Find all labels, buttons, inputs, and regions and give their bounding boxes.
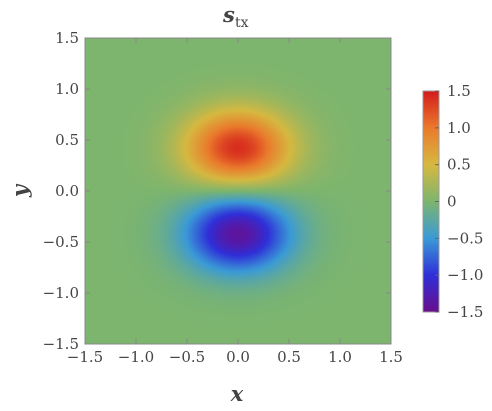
heatmap-image	[85, 38, 391, 344]
x-tick-label: 1.5	[379, 348, 403, 366]
y-axis-label: y	[7, 183, 32, 198]
colorbar-tick-label: −1.0	[447, 266, 483, 284]
heatmap-raster	[85, 38, 391, 344]
x-tick-label: 1.0	[328, 348, 352, 366]
y-tick-label: 1.0	[55, 80, 79, 98]
x-tick-label: −1.0	[118, 348, 154, 366]
x-axis-label: x	[230, 381, 244, 406]
x-tick-label: −0.5	[169, 348, 205, 366]
colorbar-tick-label: −1.5	[447, 303, 483, 321]
colorbar-tick-label: 0.5	[447, 156, 471, 174]
y-tick-label: −0.5	[43, 233, 79, 251]
x-tick-label: 0.0	[226, 348, 250, 366]
colorbar-ticks: 1.5 1.0 0.5 0 −0.5 −1.0 −1.5	[435, 82, 483, 321]
colorbar-tick-label: 1.0	[447, 119, 471, 137]
y-tick-label: −1.5	[43, 335, 79, 353]
y-tick-label: 0.5	[55, 131, 79, 149]
y-tick-label: 1.5	[55, 29, 79, 47]
y-tick-label: −1.0	[43, 284, 79, 302]
x-axis: −1.5 −1.0 −0.5 0.0 0.5 1.0 1.5	[67, 38, 403, 366]
y-axis: −1.5 −1.0 −0.5 0.0 0.5 1.0 1.5	[43, 29, 391, 353]
colorbar-tick-label: 0	[447, 193, 457, 211]
y-tick-label: 0.0	[55, 182, 79, 200]
x-tick-label: 0.5	[277, 348, 301, 366]
colorbar-tick-label: 1.5	[447, 82, 471, 100]
colorbar-tick-label: −0.5	[447, 229, 483, 247]
x-tick-label: −1.5	[67, 348, 103, 366]
chart-title-subscript: tx	[235, 15, 249, 31]
chart-title: s	[222, 2, 235, 27]
